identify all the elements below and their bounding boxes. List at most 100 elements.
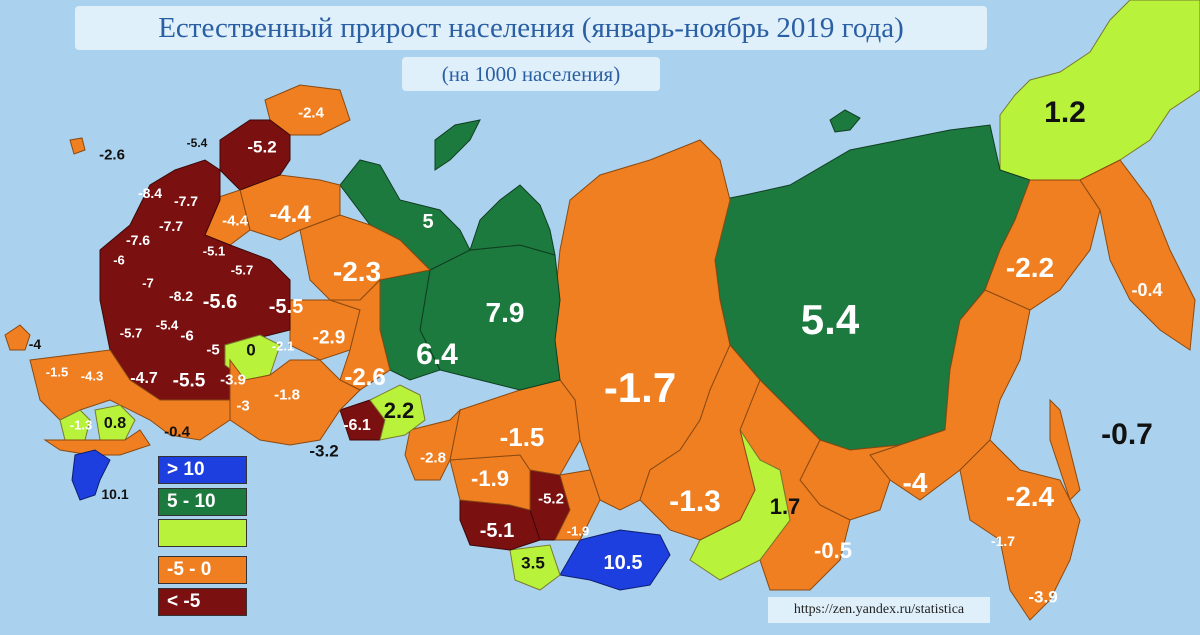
label-bashkortostan: -1.8 <box>274 386 300 404</box>
label-zabaikalye: -0.5 <box>814 538 852 563</box>
label-chelyabinsk: -3.2 <box>309 441 339 461</box>
label-bryansk: -6 <box>113 252 125 268</box>
label-kalmykia: -1.3 <box>69 417 93 433</box>
label-primorye: -3.9 <box>1028 587 1058 607</box>
label-volgograd: -4.7 <box>130 370 158 387</box>
label-rostov: -4.3 <box>80 368 104 384</box>
region-irkutsk[interactable] <box>639 344 761 541</box>
map-subtitle: (на 1000 населения) <box>441 62 621 86</box>
label-amur: -2.4 <box>1005 481 1055 512</box>
label-altai-rep: 3.5 <box>521 553 545 573</box>
label-kaluga: -7 <box>142 275 154 291</box>
label-saratov: -3.9 <box>220 371 246 389</box>
legend-item-5-10: 5 - 10 <box>158 488 247 516</box>
label-murmansk: -2.4 <box>298 104 324 122</box>
label-yamal: 5 <box>422 211 434 233</box>
title-box: Естественный прирост населения (январь-н… <box>75 6 987 50</box>
region-kalmykia[interactable] <box>59 409 91 441</box>
region-kaliningrad[interactable] <box>69 137 86 155</box>
label-krasnoyarsk: -1.7 <box>603 364 677 411</box>
label-tula: -8.2 <box>168 288 194 304</box>
label-kirov: -2.9 <box>312 327 346 349</box>
region-arkhangelsk[interactable] <box>239 174 341 241</box>
label-jewish: -1.7 <box>990 533 1016 549</box>
source-url[interactable]: https://zen.yandex.ru/statistica <box>768 597 990 623</box>
label-astrakhan: -0.4 <box>164 423 190 441</box>
label-novosibirsk: -1.9 <box>471 466 509 491</box>
region-volga[interactable] <box>229 358 361 446</box>
legend-item-gt10: > 10 <box>158 456 247 484</box>
label-penza: -5.5 <box>172 370 206 392</box>
label-krasnodar: -1.5 <box>45 364 69 380</box>
label-altai-krai: -5.1 <box>479 520 515 542</box>
region-chukotka[interactable] <box>999 0 1200 181</box>
region-yamal-north[interactable] <box>469 184 556 256</box>
label-karelia: -5.2 <box>247 137 277 157</box>
map-title: Естественный прирост населения (январь-н… <box>158 12 904 44</box>
label-mordovia: -5 <box>206 341 220 359</box>
label-crimea: -4 <box>28 336 42 352</box>
label-khakassia: -1.9 <box>566 523 590 539</box>
label-vladimir: -5.7 <box>230 262 254 278</box>
region-karelia[interactable] <box>219 119 291 191</box>
region-komi[interactable] <box>299 214 432 301</box>
label-kursk: -5.7 <box>119 325 143 341</box>
region-crimea[interactable] <box>4 324 31 351</box>
label-komi: -2.3 <box>332 256 382 287</box>
legend-item-lt-m5: < -5 <box>158 588 247 616</box>
label-irkutsk: -1.3 <box>669 485 721 518</box>
region-khakassia[interactable] <box>554 469 601 541</box>
region-primorye[interactable] <box>959 439 1081 621</box>
label-kamchatka: -0.4 <box>1131 280 1163 300</box>
region-tyumen-south[interactable] <box>369 384 426 441</box>
label-ryazan: -5.6 <box>202 291 238 313</box>
label-tuva: 10.5 <box>603 552 643 574</box>
label-omsk: -2.8 <box>420 449 446 467</box>
label-smolensk: -7.6 <box>125 232 151 248</box>
label-kaliningrad: -2.6 <box>99 146 125 164</box>
label-tomsk: -1.5 <box>499 422 545 452</box>
label-tatarstan: 0 <box>246 340 256 360</box>
region-altai-rep[interactable] <box>509 544 561 591</box>
label-dagestan: 10.1 <box>101 486 129 502</box>
legend-item-m5-0: -5 - 0 <box>158 556 247 584</box>
label-magadan: -2.2 <box>1005 252 1055 283</box>
label-tyumen-south: 2.2 <box>383 398 415 423</box>
label-vologda: -4.4 <box>222 212 248 230</box>
label-stavropol: 0.8 <box>103 415 127 432</box>
region-omsk[interactable] <box>404 408 461 481</box>
label-pskov: -8.4 <box>137 185 163 201</box>
region-novaya-zemlya[interactable] <box>434 119 481 171</box>
region-tuva[interactable] <box>559 529 671 591</box>
label-kurgan: -6.1 <box>343 417 371 434</box>
region-stavropol[interactable] <box>94 404 136 441</box>
region-sakhalin[interactable] <box>1049 398 1081 501</box>
region-khabarovsk[interactable] <box>869 289 1031 501</box>
label-kostroma: -5.5 <box>268 296 304 318</box>
label-novgorod: -7.7 <box>173 193 199 209</box>
subtitle-box: (на 1000 населения) <box>402 57 660 91</box>
label-sakhalin: -0.7 <box>1101 418 1153 451</box>
region-dagestan[interactable] <box>71 449 111 501</box>
legend-item-0-5 <box>158 519 247 547</box>
label-tambov: -6 <box>180 327 194 345</box>
label-khanty: 7.9 <box>485 297 525 328</box>
label-lipetsk: -5.4 <box>155 317 179 333</box>
label-arkhangelsk: -4.4 <box>269 201 311 228</box>
label-buryatia: 1.7 <box>769 494 801 519</box>
label-yaroslavl: -5.1 <box>202 243 226 259</box>
label-khabarovsk: -4 <box>902 467 928 498</box>
region-kamchatka[interactable] <box>1079 159 1196 351</box>
label-yakutia: 5.4 <box>800 296 860 343</box>
label-perm: -2.6 <box>344 364 386 391</box>
label-lenobl: -5.4 <box>186 136 208 150</box>
label-udmurtia: -2.1 <box>271 338 295 354</box>
region-south[interactable] <box>29 349 231 441</box>
label-ingush: -3 <box>236 397 250 415</box>
region-severnaya-zemlya[interactable] <box>829 109 861 133</box>
label-tver: -7.7 <box>158 218 184 234</box>
label-chukotka: 1.2 <box>1044 96 1086 129</box>
region-perm[interactable] <box>329 278 391 391</box>
label-kemerovo: -5.2 <box>538 490 564 508</box>
